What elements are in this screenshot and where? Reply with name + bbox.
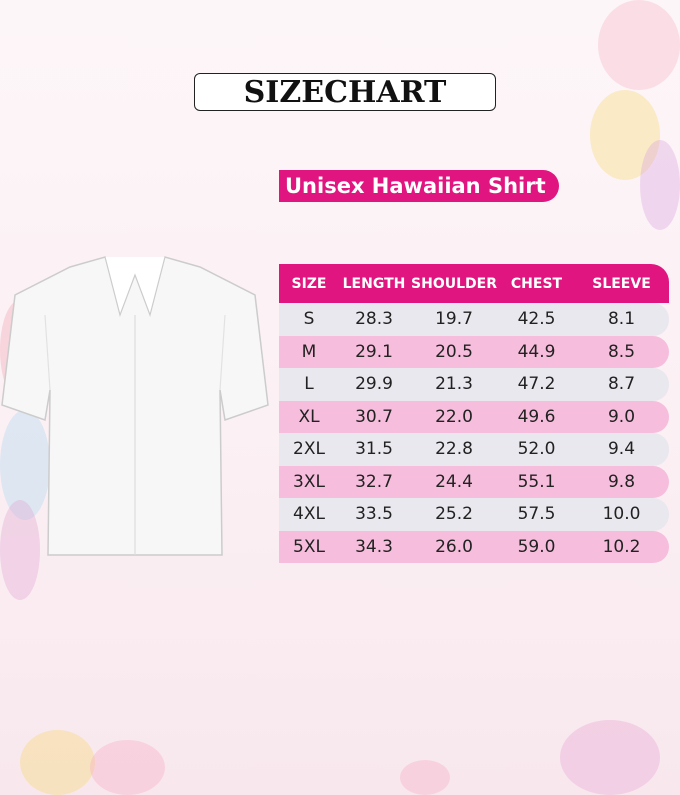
cell-shoulder: 22.0	[435, 406, 473, 427]
cell-sleeve: 10.2	[602, 536, 641, 557]
table-body: S 28.3 19.7 42.5 8.1 M 29.1 20.5 44.9 8.5 L 29.9 21.…	[279, 303, 669, 563]
balloon-decoration	[598, 0, 680, 90]
balloon-decoration	[20, 730, 95, 795]
cell-shoulder: 21.3	[435, 374, 473, 395]
cell-length: 30.7	[355, 406, 393, 427]
shirt-image	[1, 256, 269, 556]
table-row: L 29.9 21.3 47.2 8.7	[279, 368, 669, 401]
cell-chest: 47.2	[517, 374, 556, 395]
header-size: SIZE	[291, 275, 327, 292]
table-row: 5XL 34.3 26.0 59.0 10.2	[279, 530, 669, 563]
cell-sleeve: 10.0	[602, 504, 641, 525]
cell-chest: 55.1	[517, 471, 556, 492]
cell-sleeve: 9.4	[607, 439, 636, 460]
cell-sleeve: 8.5	[607, 341, 636, 362]
size-table: SIZE LENGTH SHOULDER CHEST SLEEVE S 28.3 1…	[279, 264, 669, 563]
table-row: 4XL 33.5 25.2 57.5 10.0	[279, 498, 669, 531]
cell-size: 3XL	[293, 471, 325, 492]
cell-shoulder: 24.4	[435, 471, 473, 492]
table-header: SIZE LENGTH SHOULDER CHEST SLEEVE	[279, 264, 669, 303]
balloon-decoration	[560, 720, 660, 795]
table-row: 3XL 32.7 24.4 55.1 9.8	[279, 465, 669, 498]
cell-shoulder: 22.8	[435, 439, 473, 460]
header-length: LENGTH	[342, 275, 406, 292]
title-text: SIZECHART	[243, 74, 447, 110]
balloon-decoration	[0, 410, 50, 520]
cell-size: XL	[298, 406, 320, 427]
product-subtitle: Unisex Hawaiian Shirt	[279, 170, 559, 202]
cell-shoulder: 19.7	[435, 309, 473, 330]
cell-chest: 52.0	[517, 439, 556, 460]
cell-size: 5XL	[293, 536, 325, 557]
cell-length: 33.5	[355, 504, 393, 525]
cell-sleeve: 8.7	[607, 374, 636, 395]
cell-shoulder: 20.5	[435, 341, 473, 362]
balloon-decoration	[590, 90, 660, 180]
table-row: XL 30.7 22.0 49.6 9.0	[279, 400, 669, 433]
cell-size: M	[301, 341, 317, 362]
cell-length: 29.1	[355, 341, 393, 362]
cell-length: 29.9	[355, 374, 393, 395]
cell-size: L	[304, 374, 314, 395]
cell-chest: 59.0	[517, 536, 556, 557]
cell-shoulder: 26.0	[435, 536, 473, 557]
cell-sleeve: 9.0	[607, 406, 636, 427]
cell-chest: 49.6	[517, 406, 556, 427]
cell-length: 28.3	[355, 309, 393, 330]
balloon-decoration	[90, 740, 165, 795]
cell-size: 2XL	[293, 439, 325, 460]
balloon-decoration	[0, 500, 40, 600]
cell-length: 32.7	[355, 471, 393, 492]
header-shoulder: SHOULDER	[411, 275, 497, 292]
cell-size: S	[303, 309, 315, 330]
cell-chest: 42.5	[517, 309, 556, 330]
cell-chest: 57.5	[517, 504, 556, 525]
cell-shoulder: 25.2	[435, 504, 473, 525]
cell-length: 31.5	[355, 439, 393, 460]
cell-sleeve: 8.1	[607, 309, 636, 330]
page-title: SIZECHART	[194, 73, 496, 111]
header-sleeve: SLEEVE	[592, 275, 651, 292]
table-row: M 29.1 20.5 44.9 8.5	[279, 335, 669, 368]
cell-length: 34.3	[355, 536, 393, 557]
table-row: 2XL 31.5 22.8 52.0 9.4	[279, 433, 669, 466]
header-chest: CHEST	[510, 275, 563, 292]
cell-size: 4XL	[293, 504, 325, 525]
cell-sleeve: 9.8	[607, 471, 636, 492]
table-row: S 28.3 19.7 42.5 8.1	[279, 303, 669, 336]
balloon-decoration	[640, 140, 680, 230]
balloon-decoration	[400, 760, 450, 795]
cell-chest: 44.9	[517, 341, 556, 362]
